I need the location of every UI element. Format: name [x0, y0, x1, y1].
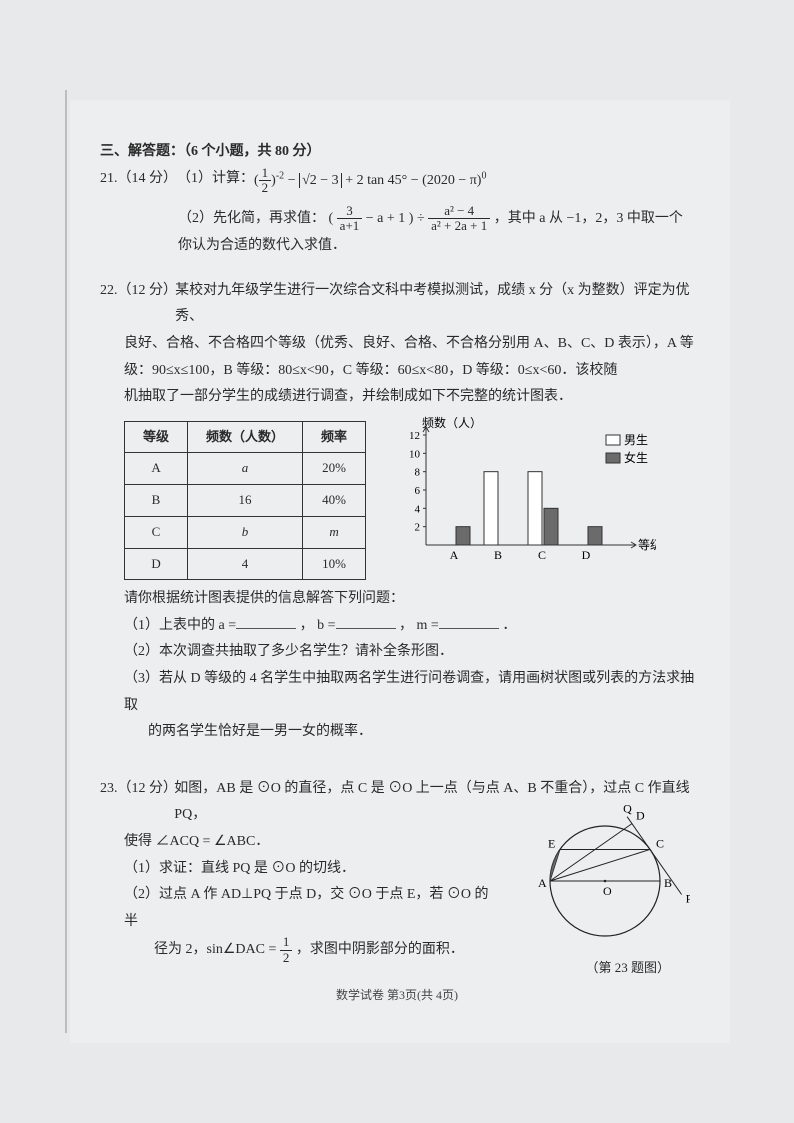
svg-text:D: D — [636, 808, 645, 822]
q22-points: （12 分） — [118, 278, 176, 305]
svg-text:8: 8 — [415, 466, 421, 478]
q21-p1-prefix: （1）计算： — [177, 166, 254, 193]
exam-page: 三、解答题：（6 个小题，共 80 分） 21. （14 分） （1）计算： (… — [70, 100, 730, 1043]
q23-points: （12 分） — [118, 776, 175, 803]
svg-text:等级: 等级 — [638, 538, 656, 552]
q21-p2-tail: ，其中 a 从 −1，2，3 中取一个 — [494, 211, 683, 226]
svg-text:频数（人）: 频数（人） — [422, 415, 482, 430]
q21-number: 21. — [100, 166, 118, 193]
svg-text:E: E — [548, 836, 555, 850]
svg-text:O: O — [603, 884, 612, 898]
svg-text:女生: 女生 — [624, 450, 648, 465]
svg-text:A: A — [538, 876, 547, 890]
svg-text:A: A — [450, 548, 459, 562]
question-23: 23. （12 分） 如图，AB 是 ⊙O 的直径，点 C 是 ⊙O 上一点（与… — [100, 776, 700, 965]
q23-sub2a: （2）过点 A 作 AD⊥PQ 于点 D，交 ⊙O 于点 E，若 ⊙O 的半 — [100, 882, 500, 935]
section-heading: 三、解答题：（6 个小题，共 80 分） — [100, 140, 700, 160]
fraction-half: 12 — [280, 935, 293, 965]
svg-text:D: D — [582, 548, 591, 562]
th-count: 频数（人数） — [188, 421, 303, 453]
svg-text:B: B — [664, 876, 672, 890]
table-row: 等级 频数（人数） 频率 — [125, 421, 366, 453]
svg-text:C: C — [538, 548, 546, 562]
q22-number: 22. — [100, 278, 118, 305]
blank-a — [236, 615, 296, 629]
blank-m — [439, 615, 499, 629]
q22-body2: 良好、合格、不合格四个等级（优秀、良好、合格、不合格分别用 A、B、C、D 表示… — [100, 331, 700, 358]
q23-sub2b-pre: 径为 2，sin∠DAC = — [154, 942, 276, 957]
table-row: D410% — [125, 548, 366, 580]
q22-bar-chart: 频数（人） 等级 2 4 6 8 10 12 A B C D 男生女生 — [396, 415, 656, 575]
th-freq: 频率 — [303, 421, 366, 453]
q22-frequency-table: 等级 频数（人数） 频率 Aa20% B1640% Cbm D410% — [124, 421, 366, 580]
q22-sub1-end: ． — [502, 618, 516, 633]
question-21: 21. （14 分） （1）计算： (12)-2 − √2 − 3 + 2 ta… — [100, 166, 700, 260]
q23-sub2b-post: ，求图中阴影部分的面积． — [296, 942, 464, 957]
q21-p1-expr: (12)-2 − √2 − 3 + 2 tan 45° − (2020 − π)… — [254, 166, 486, 196]
svg-text:B: B — [494, 548, 502, 562]
table-row: Cbm — [125, 516, 366, 548]
q22-sub3b: 的两名学生恰好是一男一女的概率． — [100, 719, 700, 746]
q22-sub1-m: ， m = — [399, 618, 439, 633]
q21-p2-expr: ( 3a+1 − a + 1 ) ÷ a² − 4a² + 2a + 1 — [329, 211, 494, 226]
q22-body3: 级：90≤x≤100，B 等级：80≤x<90，C 等级：60≤x<80，D 等… — [100, 358, 700, 385]
q22-body4: 机抽取了一部分学生的成绩进行调查，并绘制成如下不完整的统计图表． — [100, 384, 700, 411]
svg-text:P: P — [686, 891, 690, 905]
blank-b — [336, 615, 396, 629]
svg-text:6: 6 — [415, 485, 421, 497]
page-footer: 数学试卷 第3页(共 4页) — [0, 986, 794, 1003]
svg-text:12: 12 — [409, 430, 420, 442]
table-row: B1640% — [125, 485, 366, 517]
q22-sub2: （2）本次调查共抽取了多少名学生？请补全条形图． — [100, 639, 700, 666]
svg-text:10: 10 — [409, 448, 421, 460]
q22-prompt: 请你根据统计图表提供的信息解答下列问题： — [100, 586, 700, 613]
svg-text:4: 4 — [415, 503, 421, 515]
q23-number: 23. — [100, 776, 118, 803]
q22-sub1-a: （1）上表中的 a = — [124, 618, 236, 633]
q21-p2-line2: 你认为合适的数代入求值． — [100, 233, 700, 260]
table-row: Aa20% — [125, 453, 366, 485]
svg-text:C: C — [656, 836, 664, 850]
page-binding-shadow — [65, 90, 67, 1033]
q21-p2-prefix: （2）先化简，再求值： — [178, 211, 325, 226]
svg-text:Q: Q — [623, 801, 632, 815]
svg-text:男生: 男生 — [624, 433, 648, 447]
th-grade: 等级 — [125, 421, 188, 453]
q21-points: （14 分） — [118, 166, 178, 193]
q22-body1: 某校对九年级学生进行一次综合文科中考模拟测试，成绩 x 分（x 为整数）评定为优… — [175, 278, 700, 331]
question-22: 22. （12 分） 某校对九年级学生进行一次综合文科中考模拟测试，成绩 x 分… — [100, 278, 700, 746]
q22-sub3a: （3）若从 D 等级的 4 名学生中抽取两名学生进行问卷调查，请用画树状图或列表… — [100, 666, 700, 719]
q23-circle-figure: A B CD E O P Q — [530, 796, 690, 966]
q22-sub1-b: ， b = — [300, 618, 336, 633]
q23-caption: （第 23 题图） — [585, 956, 670, 981]
svg-text:2: 2 — [415, 521, 421, 533]
